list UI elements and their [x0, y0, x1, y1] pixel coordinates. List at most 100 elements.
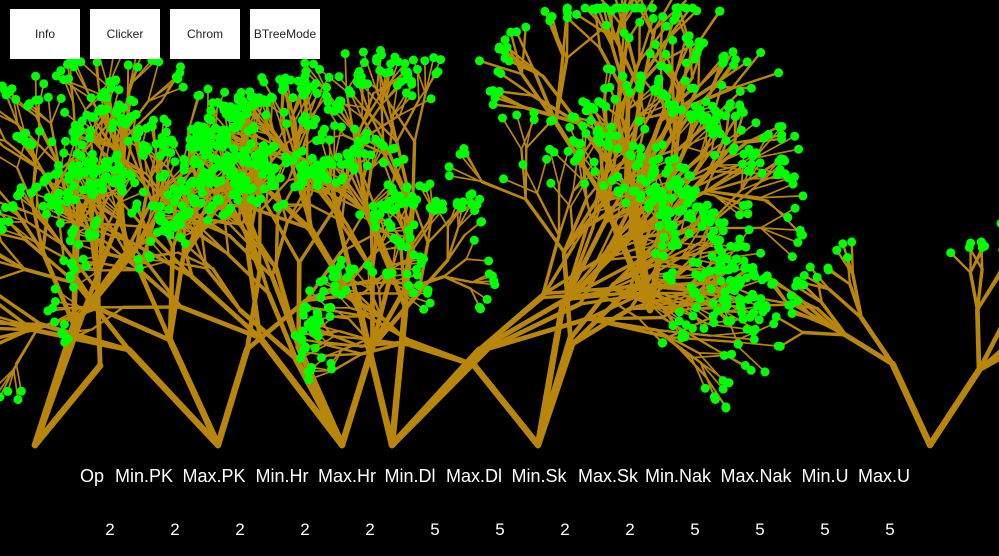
tree-leaf: [257, 170, 267, 180]
tree-leaf: [771, 312, 781, 322]
tree-leaf: [309, 59, 318, 69]
tree-leaf: [444, 162, 454, 172]
tree-leaf: [387, 268, 397, 278]
tree-branch: [690, 354, 726, 359]
tree-branch: [385, 60, 399, 98]
tree-leaf: [400, 59, 410, 68]
tree-leaf: [790, 203, 800, 213]
tree-leaf: [593, 135, 603, 145]
tree-leaf: [490, 93, 500, 103]
tree-leaf: [60, 107, 70, 117]
tree-leaf: [656, 61, 666, 71]
clicker-button[interactable]: Clicker: [90, 9, 160, 59]
tree-leaf: [335, 261, 345, 270]
tree-leaf: [400, 67, 410, 76]
tree-branch: [553, 151, 583, 181]
tree-canvas[interactable]: [0, 0, 999, 450]
stat-label-max-hr: Max.Hr: [318, 466, 376, 486]
tree-branch: [334, 211, 363, 315]
stat-value-max-u: 5: [885, 520, 895, 539]
tree-leaf: [546, 116, 556, 126]
tree-leaf: [749, 292, 759, 302]
tree-leaf: [716, 276, 726, 286]
tree-leaf: [805, 262, 815, 272]
tree-branch: [759, 227, 799, 244]
tree-leaf: [408, 55, 418, 65]
tree-branch: [791, 309, 835, 330]
tree-leaf: [654, 221, 664, 231]
tree-leaf: [631, 3, 641, 13]
tree-leaf: [718, 384, 728, 394]
tree-branch: [123, 136, 147, 187]
tree-leaf: [372, 56, 382, 66]
tree-leaf: [465, 190, 475, 200]
tree-branch: [380, 71, 391, 108]
tree-leaf: [605, 131, 615, 141]
tree-leaf: [319, 286, 329, 296]
tree-branch: [610, 9, 614, 48]
tree-leaf: [645, 49, 655, 59]
tree-leaf: [349, 144, 359, 154]
tree-leaf: [126, 170, 136, 180]
tree-leaf: [631, 161, 641, 171]
tree-leaf: [699, 323, 709, 333]
tree-leaf: [279, 199, 289, 209]
tree-leaf: [760, 367, 770, 377]
tree-branch: [680, 242, 720, 248]
tree-leaf: [371, 134, 381, 144]
tree-branch: [554, 54, 565, 124]
chrom-button[interactable]: Chrom: [170, 9, 240, 59]
tree-leaf: [155, 202, 165, 211]
tree-leaf: [798, 191, 808, 201]
tree-leaf: [8, 203, 18, 213]
tree-leaf: [593, 125, 603, 135]
tree-branch: [446, 233, 466, 262]
info-button[interactable]: Info: [10, 9, 80, 59]
tree-branch: [674, 116, 715, 153]
tree-leaf: [444, 171, 454, 181]
tree-leaf: [65, 236, 75, 246]
tree-leaf: [89, 187, 99, 197]
tree-branch: [178, 304, 263, 341]
tree-branch: [89, 97, 118, 145]
tree-leaf: [739, 201, 748, 210]
tree-leaf: [751, 118, 761, 128]
tree-leaf: [843, 253, 852, 262]
tree-branch: [45, 213, 82, 226]
tree-branch: [0, 129, 7, 142]
tree-leaf: [636, 152, 646, 162]
tree-branch: [415, 209, 429, 245]
tree-leaf: [657, 338, 667, 348]
tree-leaf: [732, 254, 741, 264]
tree-leaf: [132, 133, 142, 143]
tree-leaf: [717, 247, 726, 257]
tree-leaf: [185, 135, 195, 144]
tree-leaf: [606, 65, 616, 75]
tree-leaf: [298, 326, 308, 336]
tree-leaf: [648, 156, 658, 166]
tree-leaf: [154, 57, 164, 67]
tree-leaf: [720, 287, 730, 297]
tree-leaf: [123, 116, 133, 126]
tree-branch: [256, 334, 346, 449]
tree-leaf: [196, 198, 206, 208]
tree-leaf: [4, 217, 14, 227]
btree-mode-button[interactable]: BTreeMode: [250, 9, 320, 59]
tree-branch: [525, 120, 552, 149]
tree-leaf: [976, 237, 986, 247]
tree-leaf: [312, 89, 322, 98]
tree-leaf: [192, 132, 202, 142]
tree-leaf: [146, 236, 156, 246]
tree-leaf: [270, 164, 280, 174]
tree-leaf: [246, 139, 256, 149]
tree-leaf: [475, 194, 485, 204]
tree-branch: [558, 150, 569, 187]
tree-branch: [370, 290, 421, 349]
tree-leaf: [242, 146, 251, 156]
tree-branch: [681, 225, 703, 258]
tree-leaf: [296, 84, 306, 94]
tree-leaf: [721, 136, 731, 145]
tree-leaf: [624, 33, 634, 43]
tree-leaf: [661, 49, 671, 59]
tree-leaf: [668, 321, 678, 331]
